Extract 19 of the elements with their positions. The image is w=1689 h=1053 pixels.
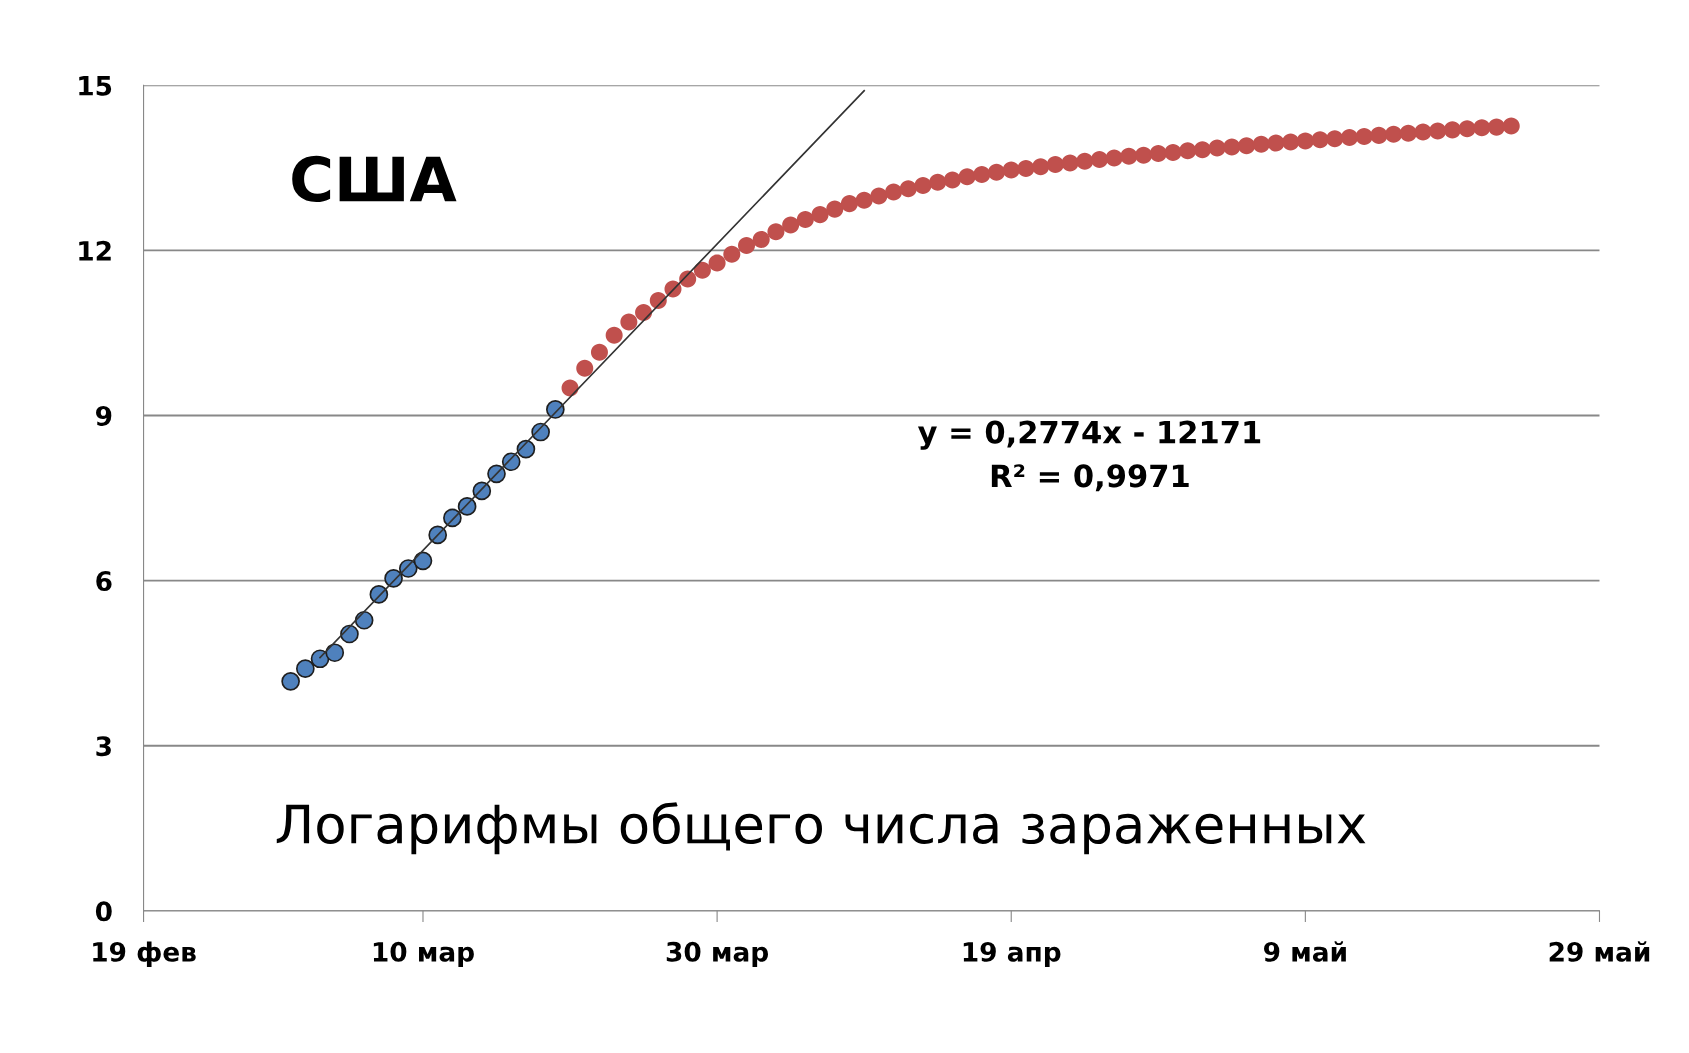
x-tick-label: 10 мар — [373, 941, 474, 967]
y-tick-label: 3 — [96, 736, 111, 757]
x-tick-label: 30 мар — [666, 941, 769, 967]
x-tick-label: 19 апр — [963, 941, 1061, 967]
y-tick-label: 0 — [95, 901, 112, 922]
y-tick-label: 6 — [96, 571, 112, 592]
point — [325, 643, 345, 663]
y-tick-label: 9 — [96, 405, 112, 426]
annotation: y = 0,2774x - 12171 R² = 0,9971 — [917, 420, 1261, 492]
x-tick-label: 9 май — [1264, 941, 1346, 962]
x-tick-label: 19 фев — [93, 941, 196, 967]
point — [281, 672, 300, 691]
point — [295, 659, 315, 679]
annotation: Логарифмы общего числа зараженных — [276, 802, 1366, 855]
x-tick-label: 29 май — [1549, 941, 1650, 962]
y-tick-label: 15 — [79, 76, 112, 96]
annotation: США — [292, 155, 457, 203]
point — [413, 551, 433, 571]
y-tick-label: 12 — [79, 240, 111, 261]
